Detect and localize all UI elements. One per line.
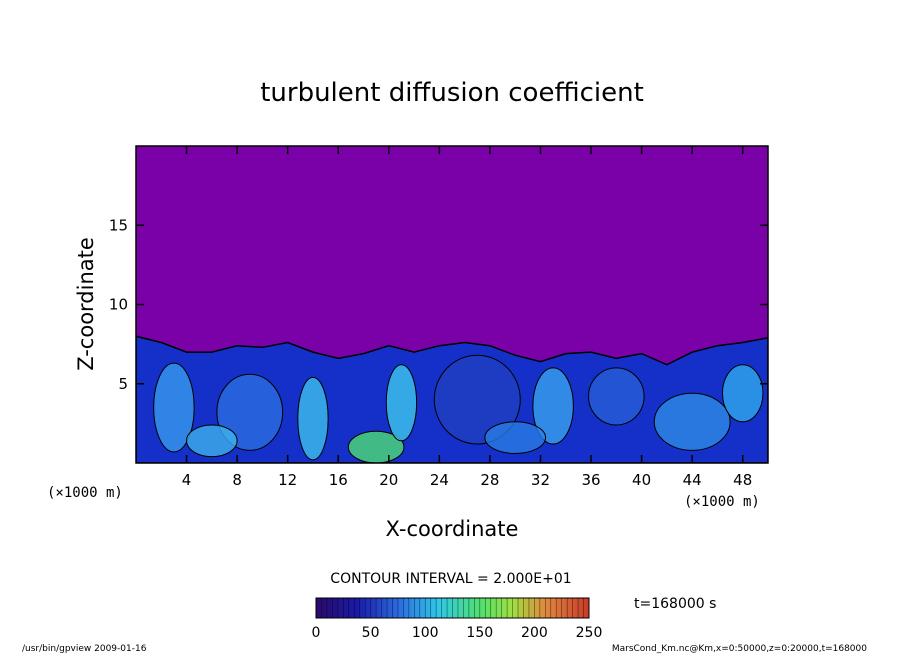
eddy [153, 362, 195, 453]
eddy [653, 392, 731, 451]
footer-right: MarsCond_Km.nc@Km,x=0:50000,z=0:20000,t=… [612, 644, 867, 654]
contour-interval: CONTOUR INTERVAL = 2.000E+01 [330, 571, 571, 587]
colorbar-tick-label: 200 [521, 625, 548, 641]
colorbar-ticks: 0 50 100 150 200 250 [312, 625, 603, 641]
eddy [433, 354, 521, 445]
colorbar-tick-label: 250 [576, 625, 603, 641]
x-tick-label: 16 [329, 471, 348, 489]
chart-title: turbulent diffusion coefficient [260, 78, 644, 108]
y-ticks: 5 10 15 [109, 216, 768, 393]
colorbar-tick-label: 150 [466, 625, 493, 641]
eddy [385, 364, 418, 442]
x-tick-label: 20 [379, 471, 398, 489]
eddy [297, 376, 329, 461]
x-tick-label: 28 [480, 471, 499, 489]
colorbar-stripes [321, 598, 584, 618]
eddy [484, 421, 547, 454]
eddy [588, 367, 645, 426]
plot-area [136, 146, 768, 463]
x-tick-label: 36 [581, 471, 600, 489]
colorbar-tick-label: 100 [412, 625, 439, 641]
eddy [186, 424, 238, 458]
colorbar-tick-label: 0 [312, 625, 321, 641]
x-unit-right: (×1000 m) [684, 494, 760, 510]
eddy [216, 373, 284, 451]
x-tick-label: 32 [531, 471, 550, 489]
x-unit-left: (×1000 m) [47, 485, 123, 501]
x-ticks: 4 8 12 16 20 24 28 32 36 40 44 48 [182, 146, 752, 489]
x-axis-label: X-coordinate [386, 517, 519, 541]
colorbar-tick-label: 50 [362, 625, 380, 641]
y-tick-label: 10 [109, 296, 128, 314]
eddy [532, 367, 574, 445]
y-axis-label: Z-coordinate [74, 237, 98, 371]
eddy [721, 364, 764, 423]
x-tick-label: 48 [733, 471, 752, 489]
x-tick-label: 12 [278, 471, 297, 489]
y-tick-label: 15 [109, 216, 128, 234]
x-tick-label: 44 [683, 471, 702, 489]
x-tick-label: 8 [232, 471, 242, 489]
footer-left: /usr/bin/gpview 2009-01-16 [22, 644, 147, 654]
y-tick-label: 5 [118, 375, 128, 393]
time-label: t=168000 s [634, 596, 716, 612]
x-tick-label: 4 [182, 471, 192, 489]
x-tick-label: 40 [632, 471, 651, 489]
eddy-features [153, 354, 764, 463]
x-tick-label: 24 [430, 471, 449, 489]
